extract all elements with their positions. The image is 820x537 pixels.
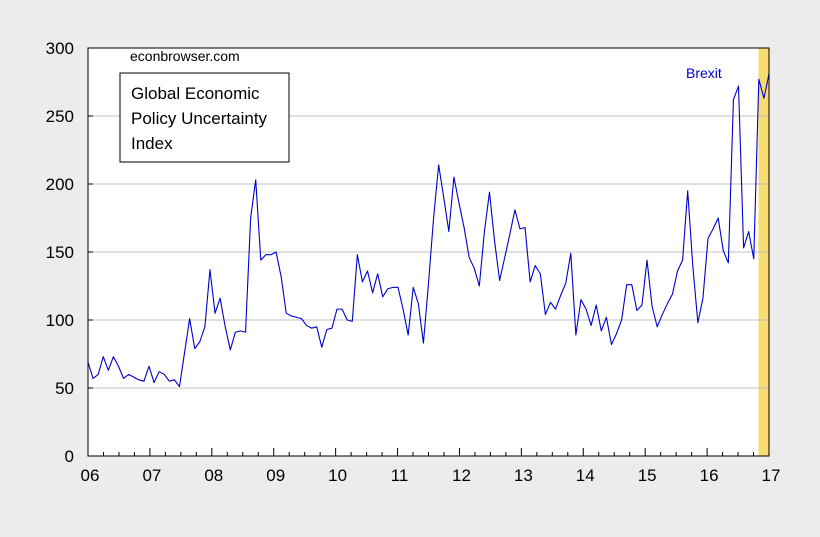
legend-line-2: Policy Uncertainty xyxy=(131,109,268,128)
legend-line-3: Index xyxy=(131,134,173,153)
y-tick-label: 250 xyxy=(46,107,74,126)
x-tick-label: 06 xyxy=(81,466,100,485)
x-tick-label: 16 xyxy=(700,466,719,485)
y-tick-label: 100 xyxy=(46,311,74,330)
x-tick-label: 09 xyxy=(266,466,285,485)
x-tick-label: 07 xyxy=(142,466,161,485)
y-tick-label: 300 xyxy=(46,39,74,58)
y-tick-label: 150 xyxy=(46,243,74,262)
x-tick-label: 17 xyxy=(762,466,781,485)
series-layer xyxy=(87,73,770,388)
y-tick-label: 200 xyxy=(46,175,74,194)
legend-box xyxy=(119,72,290,163)
x-tick-label: 08 xyxy=(204,466,223,485)
y-tick-label: 50 xyxy=(55,379,74,398)
x-tick-label: 14 xyxy=(576,466,595,485)
x-tick-label: 13 xyxy=(514,466,533,485)
x-tick-label: 12 xyxy=(452,466,471,485)
x-tick-label: 15 xyxy=(638,466,657,485)
y-axis: 0 50 100 150 200 250 300 xyxy=(46,39,93,466)
x-tick-label: 11 xyxy=(391,466,409,485)
x-axis: 06 07 08 09 10 11 12 13 14 15 16 17 xyxy=(81,448,781,485)
x-tick-label: 10 xyxy=(328,466,347,485)
legend-line-1: Global Economic xyxy=(131,84,260,103)
y-tick-label: 0 xyxy=(65,447,74,466)
brexit-annotation: Brexit xyxy=(686,65,722,81)
series-line-0 xyxy=(87,73,770,388)
watermark: econbrowser.com xyxy=(130,48,240,64)
